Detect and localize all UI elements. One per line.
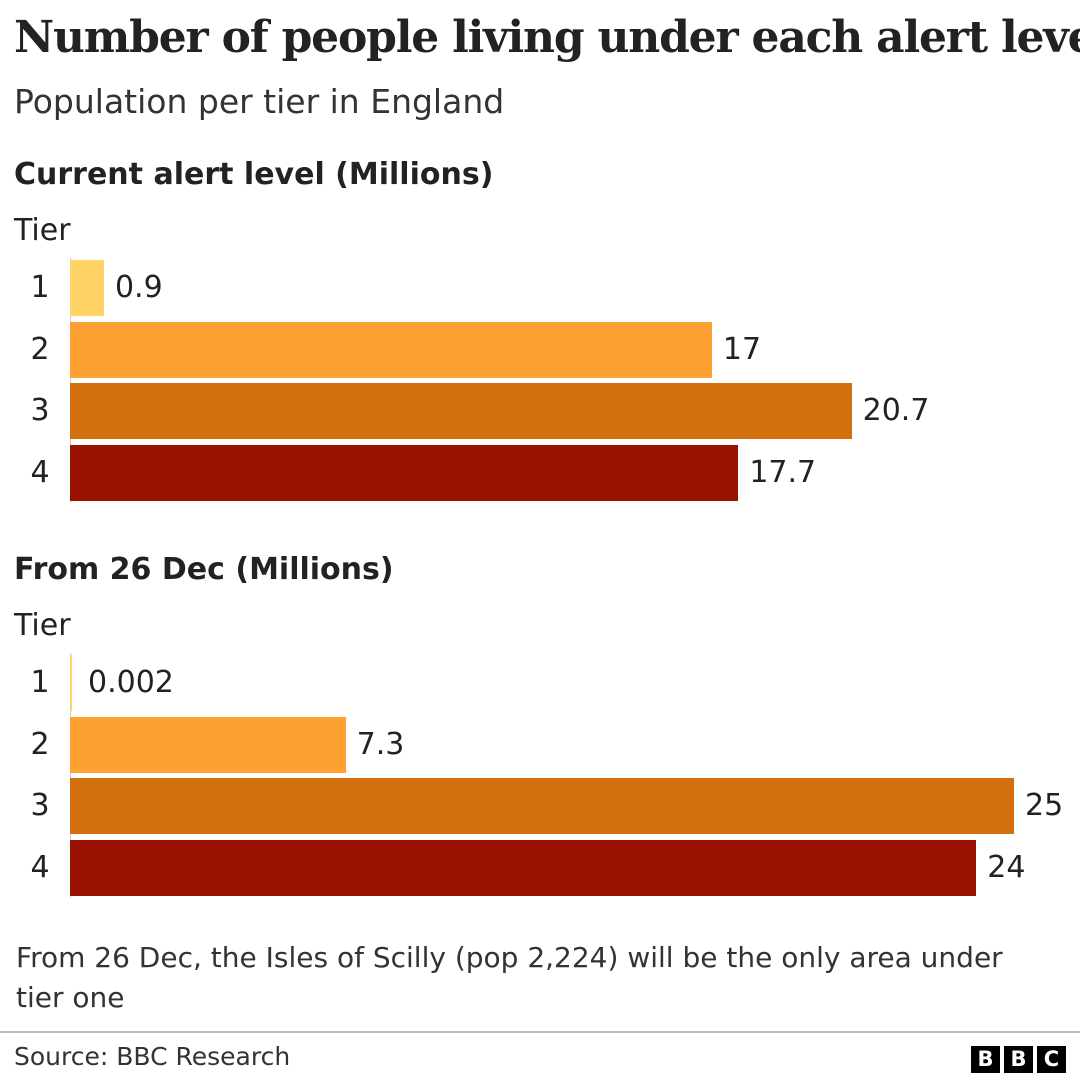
footnote: From 26 Dec, the Isles of Scilly (pop 2,… bbox=[16, 941, 1003, 1014]
tier-label: 1 bbox=[30, 270, 50, 305]
bar-tier-4 bbox=[70, 444, 739, 501]
source-text: Source: BBC Research bbox=[14, 1042, 291, 1071]
value-label: 0.002 bbox=[88, 665, 174, 700]
chart-title: Number of people living under each alert… bbox=[14, 12, 1080, 63]
value-label: 20.7 bbox=[862, 393, 930, 428]
axis-baseline-from-26-dec bbox=[70, 653, 71, 898]
axis-label-tier-from-26-dec: Tier bbox=[14, 608, 71, 643]
logo-letter: C bbox=[1037, 1046, 1066, 1073]
value-label: 0.9 bbox=[114, 270, 163, 305]
bar-tier-2 bbox=[70, 716, 346, 773]
panel-title-from-26-dec: From 26 Dec (Millions) bbox=[14, 552, 394, 587]
chart-subtitle: Population per tier in England bbox=[14, 82, 505, 121]
tier-label: 2 bbox=[30, 726, 50, 762]
logo-letter: B bbox=[1004, 1046, 1033, 1073]
tier-label: 4 bbox=[30, 849, 50, 885]
axis-label-tier-current: Tier bbox=[14, 213, 71, 248]
bar-tier-1 bbox=[70, 260, 104, 316]
panel-title-current: Current alert level (Millions) bbox=[14, 157, 494, 192]
tier-label: 1 bbox=[30, 665, 50, 700]
bar-tier-3 bbox=[70, 383, 852, 439]
bar-tier-3 bbox=[70, 778, 1014, 834]
footer-divider bbox=[0, 1031, 1080, 1033]
value-label: 25 bbox=[1025, 788, 1064, 823]
bar-tier-1 bbox=[70, 655, 72, 711]
tier-label: 3 bbox=[30, 788, 50, 823]
tier-label: 3 bbox=[30, 393, 50, 428]
value-label: 17.7 bbox=[749, 454, 817, 490]
bar-tier-2 bbox=[70, 321, 712, 378]
axis-baseline-current bbox=[70, 258, 71, 503]
bbc-logo: B B C bbox=[971, 1046, 1066, 1073]
tier-label: 2 bbox=[30, 331, 50, 367]
logo-letter: B bbox=[971, 1046, 1000, 1073]
tier-label: 4 bbox=[30, 454, 50, 490]
value-label: 24 bbox=[987, 849, 1026, 885]
value-label: 17 bbox=[722, 331, 762, 367]
bar-tier-4 bbox=[70, 839, 977, 896]
value-label: 7.3 bbox=[356, 726, 405, 762]
